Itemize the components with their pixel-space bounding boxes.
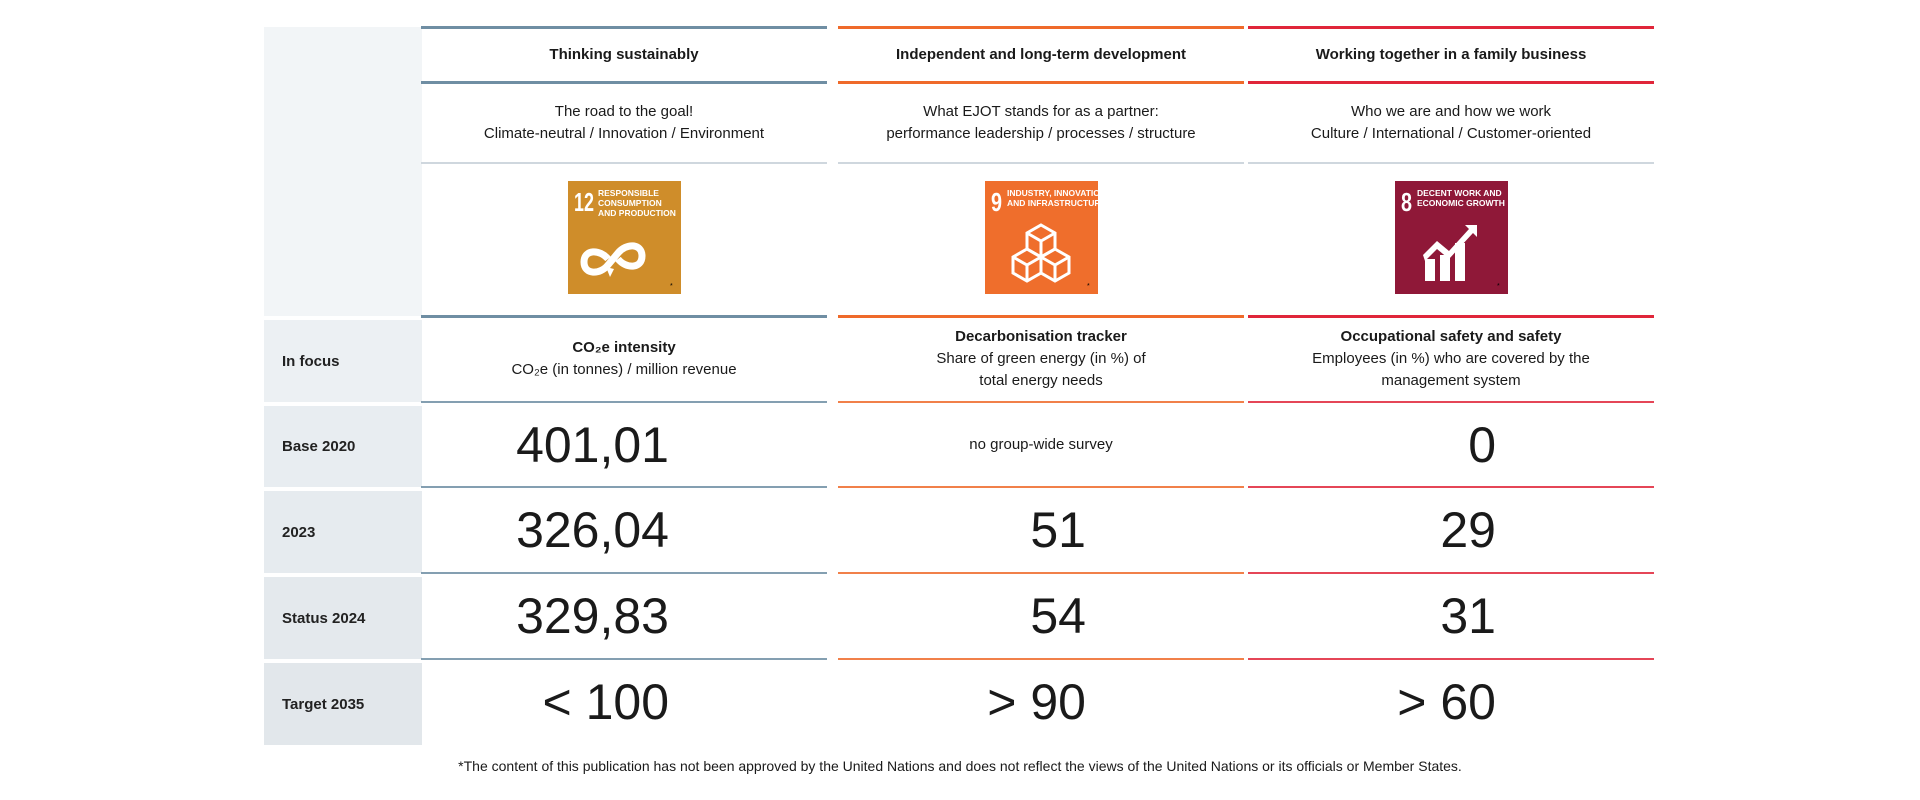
row-divider — [421, 658, 827, 660]
row-label: Base 2020 — [282, 438, 356, 455]
cubes-sdg-icon: 9 INDUSTRY, INNOVATION AND INFRASTRUCTURE * — [985, 181, 1106, 294]
svg-text:DECENT WORK AND: DECENT WORK AND — [1417, 188, 1502, 198]
svg-text:*: * — [670, 283, 673, 290]
column-title: Independent and long-term development — [895, 45, 1187, 63]
column-divider — [1248, 26, 1654, 29]
row-label-bg — [264, 406, 422, 487]
svg-text:CONSUMPTION: CONSUMPTION — [598, 198, 662, 208]
value-cell: 329,83 — [516, 588, 669, 644]
subtitle-line: The road to the goal! — [554, 102, 694, 120]
value-cell: > 60 — [1397, 674, 1496, 730]
focus-description: total energy needs — [979, 372, 1103, 389]
svg-text:12: 12 — [574, 187, 594, 217]
row-divider — [838, 401, 1244, 403]
subtitle-divider — [421, 162, 827, 164]
svg-text:8: 8 — [1401, 187, 1412, 217]
row-label: Target 2035 — [282, 695, 365, 713]
subtitle-line: Culture / International / Customer-orien… — [1310, 124, 1592, 142]
value-cell: 31 — [1440, 588, 1496, 644]
in-focus-cell: CO₂e intensity CO₂e (in tonnes) / million… — [421, 316, 827, 402]
column-divider — [421, 81, 827, 84]
column-divider — [838, 26, 1244, 29]
focus-description: management system — [1381, 372, 1521, 389]
in-focus-cell: Occupational safety and safety Employees … — [1248, 316, 1654, 402]
subtitle-divider — [838, 162, 1244, 164]
column-title: Thinking sustainably — [549, 45, 699, 63]
svg-text:AND PRODUCTION: AND PRODUCTION — [598, 208, 676, 218]
value-cell: 401,01 — [516, 416, 669, 473]
row-divider — [838, 572, 1244, 574]
row-label: 2023 — [282, 523, 316, 541]
column-subtitle: Who we are and how we work Culture / Inte… — [1248, 82, 1654, 163]
infinity-sdg-icon: 12 RESPONSIBLE CONSUMPTION AND PRODUCTION * — [568, 181, 681, 294]
growth-chart-sdg-icon: 8 DECENT WORK AND ECONOMIC GROWTH * — [1395, 181, 1508, 294]
value-cell: 0 — [1468, 416, 1496, 473]
row-divider — [1248, 658, 1654, 660]
value-cell: > 90 — [987, 674, 1086, 730]
svg-text:INDUSTRY, INNOVATION: INDUSTRY, INNOVATION — [1007, 188, 1098, 198]
value-cell: 29 — [1440, 502, 1496, 558]
row-label: Status 2024 — [282, 609, 366, 627]
subtitle-divider — [1248, 162, 1654, 164]
column-divider — [421, 26, 827, 29]
column-divider — [1248, 315, 1654, 318]
svg-text:*: * — [1497, 283, 1500, 290]
focus-description: Employees (in %) who are covered by the — [1312, 350, 1590, 367]
subtitle-line: What EJOT stands for as a partner: — [923, 102, 1159, 120]
row-divider — [421, 401, 827, 403]
focus-description: Share of green energy (in %) of — [936, 350, 1146, 367]
column-subtitle: What EJOT stands for as a partner: perfor… — [838, 82, 1244, 163]
focus-description: CO₂e (in tonnes) / million revenue — [511, 361, 737, 378]
row-label-bg — [264, 320, 422, 402]
row-label: In focus — [282, 352, 340, 370]
column-subtitle: The road to the goal! Climate-neutral / I… — [421, 82, 827, 163]
row-label-bg — [264, 663, 422, 745]
row-divider — [1248, 401, 1654, 403]
column-divider — [421, 315, 827, 318]
value-cell: 54 — [1030, 588, 1086, 644]
svg-text:RESPONSIBLE: RESPONSIBLE — [598, 188, 659, 198]
in-focus-cell: Decarbonisation tracker Share of green en… — [838, 316, 1244, 402]
row-label-bg — [264, 577, 422, 659]
value-cell: 326,04 — [516, 502, 669, 558]
column-divider — [1248, 81, 1654, 84]
value-cell: 51 — [1030, 502, 1086, 558]
row-divider — [421, 572, 827, 574]
row-divider — [838, 658, 1244, 660]
column-divider — [838, 81, 1244, 84]
subtitle-line: Who we are and how we work — [1350, 102, 1552, 120]
column-title: Working together in a family business — [1315, 45, 1587, 63]
column-divider — [838, 315, 1244, 318]
label-column-header-bg — [264, 27, 422, 316]
focus-title: Occupational safety and safety — [1340, 328, 1562, 345]
focus-title: CO₂e intensity — [572, 339, 676, 356]
subtitle-line: Climate-neutral / Innovation / Environme… — [483, 124, 765, 142]
value-cell: no group-wide survey — [969, 436, 1113, 453]
svg-text:ECONOMIC GROWTH: ECONOMIC GROWTH — [1417, 198, 1505, 208]
row-label-bg — [264, 491, 422, 573]
footnote: *The content of this publication has not… — [458, 758, 1462, 774]
row-divider — [1248, 486, 1654, 488]
row-divider — [1248, 572, 1654, 574]
focus-title: Decarbonisation tracker — [955, 328, 1127, 345]
value-cell: < 100 — [542, 674, 669, 730]
row-divider — [838, 486, 1244, 488]
svg-text:9: 9 — [991, 187, 1002, 217]
row-divider — [421, 486, 827, 488]
svg-text:AND INFRASTRUCTURE: AND INFRASTRUCTURE — [1007, 198, 1098, 208]
subtitle-line: performance leadership / processes / str… — [886, 124, 1196, 142]
svg-text:*: * — [1087, 283, 1090, 290]
